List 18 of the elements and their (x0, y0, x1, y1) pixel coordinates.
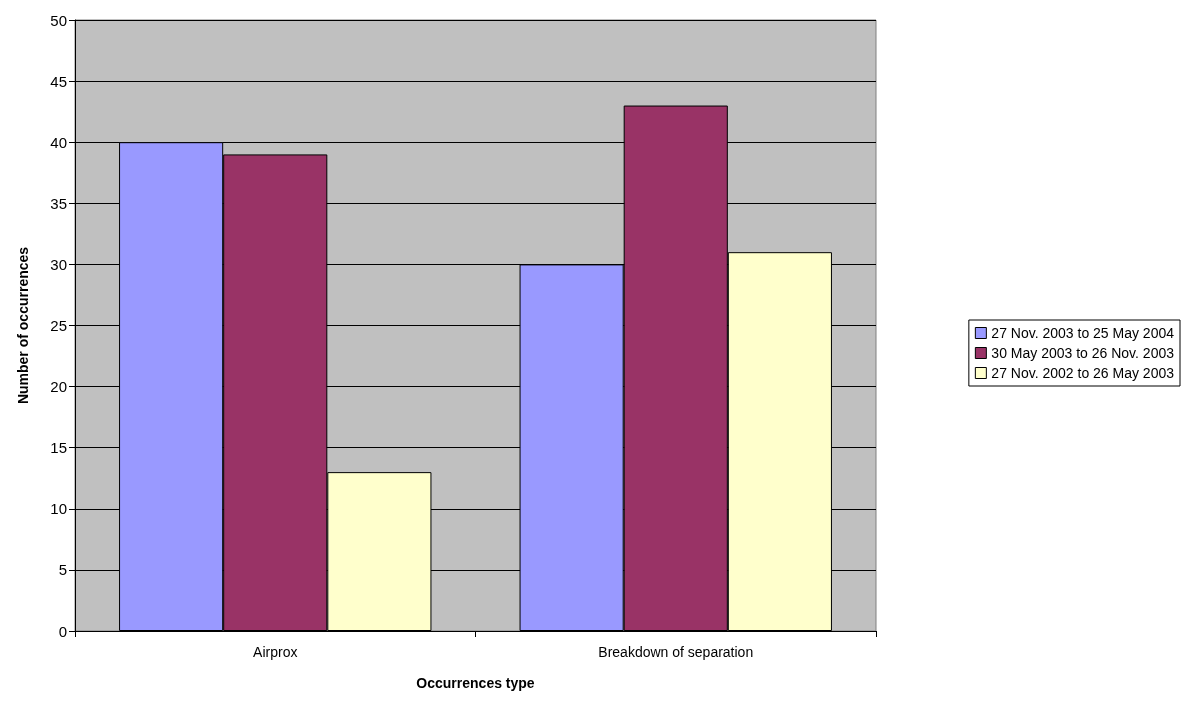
y-tick-label: 35 (50, 194, 67, 212)
y-tick-label: 5 (58, 561, 67, 579)
y-tick-label: 40 (50, 133, 67, 151)
y-tick-label: 15 (50, 439, 67, 457)
y-tick-label: 0 (58, 622, 67, 640)
y-tick-label: 25 (50, 317, 67, 334)
legend-label: 27 Nov. 2002 to 26 May 2003 (991, 365, 1175, 381)
legend-label: 30 May 2003 to 26 Nov. 2003 (991, 345, 1175, 361)
y-tick-label: 20 (50, 378, 67, 396)
x-tick-label: Breakdown of separation (598, 644, 754, 660)
y-tick-label: 45 (50, 72, 67, 90)
y-tick-label: 50 (50, 11, 67, 29)
y-tick-label: 30 (50, 255, 67, 273)
legend-label: 27 Nov. 2003 to 25 May 2004 (991, 325, 1175, 341)
y-axis-title: Number of occurrences (15, 246, 31, 405)
y-tick-label: 10 (50, 500, 67, 518)
x-axis-title: Occurrences type (416, 675, 535, 691)
x-tick-label: Airprox (253, 644, 298, 660)
